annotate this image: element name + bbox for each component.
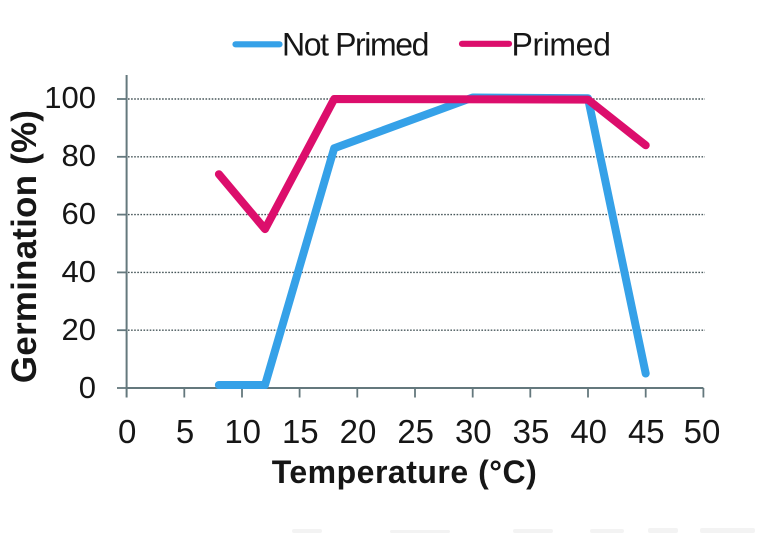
svg-text:80: 80 bbox=[62, 138, 96, 173]
svg-text:50: 50 bbox=[684, 413, 721, 450]
svg-text:15: 15 bbox=[282, 413, 319, 450]
svg-text:Primed: Primed bbox=[512, 27, 611, 63]
svg-text:45: 45 bbox=[628, 413, 665, 450]
svg-text:10: 10 bbox=[224, 413, 261, 450]
svg-text:20: 20 bbox=[62, 312, 96, 347]
svg-text:35: 35 bbox=[513, 413, 550, 450]
svg-text:40: 40 bbox=[570, 413, 607, 450]
svg-text:25: 25 bbox=[397, 413, 434, 450]
svg-text:100: 100 bbox=[44, 80, 96, 115]
svg-text:0: 0 bbox=[79, 370, 96, 405]
svg-text:20: 20 bbox=[340, 413, 377, 450]
svg-text:40: 40 bbox=[62, 254, 96, 289]
svg-text:0: 0 bbox=[118, 413, 136, 450]
svg-text:Not Primed: Not Primed bbox=[282, 27, 428, 63]
svg-text:Germination (%): Germination (%) bbox=[5, 110, 44, 383]
svg-text:30: 30 bbox=[455, 413, 492, 450]
svg-text:5: 5 bbox=[176, 413, 194, 450]
svg-text:60: 60 bbox=[62, 196, 96, 231]
svg-text:Temperature (°C): Temperature (°C) bbox=[272, 454, 538, 490]
